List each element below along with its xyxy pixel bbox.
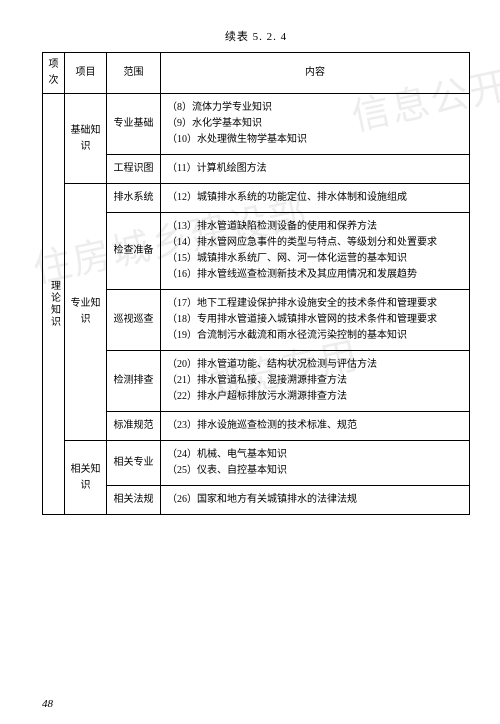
table-row: 相关法规 （26）国家和地方有关城镇排水的法律法规 — [43, 486, 470, 515]
header-fanwei: 范围 — [107, 53, 161, 94]
cell-content: （24）机械、电气基本知识（25）仪表、自控基本知识 — [161, 441, 470, 486]
cell-content: （8）流体力学专业知识（9）水化学基本知识（10）水处理微生物学基本知识 — [161, 94, 470, 155]
content-table: 项次 项目 范围 内容 理论知识 基础知识 专业基础 （8）流体力学专业知识（9… — [42, 52, 470, 515]
table-row: 理论知识 基础知识 专业基础 （8）流体力学专业知识（9）水化学基本知识（10）… — [43, 94, 470, 155]
cell-content: （13）排水管道缺陷检测设备的使用和保养方法（14）排水管网应急事件的类型与特点… — [161, 213, 470, 290]
cell-content: （17）地下工程建设保护排水设施安全的技术条件和管理要求（18）专用排水管道接入… — [161, 290, 470, 351]
table-row: 标准规范 （23）排水设施巡查检测的技术标准、规范 — [43, 412, 470, 441]
cell-scope: 相关法规 — [107, 486, 161, 515]
cell-scope: 相关专业 — [107, 441, 161, 486]
header-neirong: 内容 — [161, 53, 470, 94]
cell-scope: 专业基础 — [107, 94, 161, 155]
cell-group-name: 相关知识 — [65, 441, 107, 515]
cell-content: （26）国家和地方有关城镇排水的法律法规 — [161, 486, 470, 515]
table-header-row: 项次 项目 范围 内容 — [43, 53, 470, 94]
cell-scope: 工程识图 — [107, 155, 161, 184]
cell-content: （12）城镇排水系统的功能定位、排水体制和设施组成 — [161, 184, 470, 213]
cell-scope: 标准规范 — [107, 412, 161, 441]
cell-scope: 巡视巡查 — [107, 290, 161, 351]
cell-group-name: 专业知识 — [65, 184, 107, 441]
page-number: 48 — [42, 698, 53, 710]
table-row: 检查准备 （13）排水管道缺陷检测设备的使用和保养方法（14）排水管网应急事件的… — [43, 213, 470, 290]
cell-content: （11）计算机绘图方法 — [161, 155, 470, 184]
cell-group-name: 基础知识 — [65, 94, 107, 184]
table-row: 相关知识 相关专业 （24）机械、电气基本知识（25）仪表、自控基本知识 — [43, 441, 470, 486]
cell-scope: 检查准备 — [107, 213, 161, 290]
table-row: 检测排查 （20）排水管道功能、结构状况检测与评估方法（21）排水管道私接、混接… — [43, 351, 470, 412]
cell-scope: 检测排查 — [107, 351, 161, 412]
cell-content: （20）排水管道功能、结构状况检测与评估方法（21）排水管道私接、混接溯源排查方… — [161, 351, 470, 412]
table-row: 巡视巡查 （17）地下工程建设保护排水设施安全的技术条件和管理要求（18）专用排… — [43, 290, 470, 351]
header-xiangmu: 项目 — [65, 53, 107, 94]
table-row: 工程识图 （11）计算机绘图方法 — [43, 155, 470, 184]
cell-scope: 排水系统 — [107, 184, 161, 213]
cell-xuci-category: 理论知识 — [43, 94, 65, 515]
table-row: 专业知识 排水系统 （12）城镇排水系统的功能定位、排水体制和设施组成 — [43, 184, 470, 213]
cell-content: （23）排水设施巡查检测的技术标准、规范 — [161, 412, 470, 441]
header-xuci: 项次 — [43, 53, 65, 94]
table-caption: 续表 5. 2. 4 — [42, 28, 470, 44]
